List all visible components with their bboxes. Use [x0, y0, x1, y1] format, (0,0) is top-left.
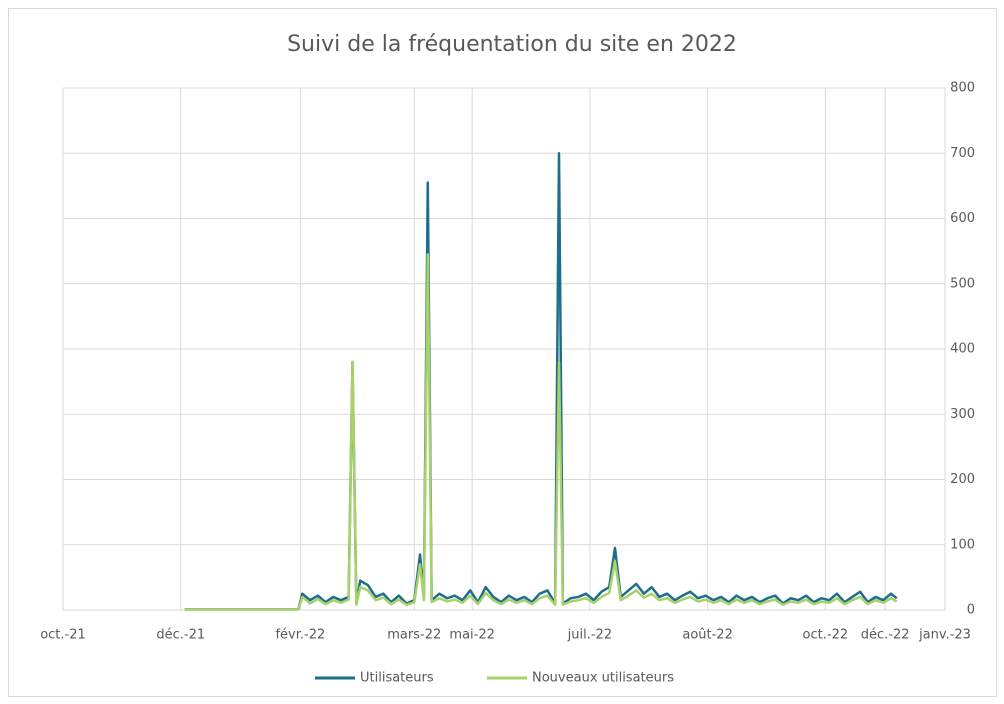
legend-label: Nouveaux utilisateurs [532, 671, 674, 686]
series-line [184, 253, 898, 611]
x-tick-label: janv.-23 [918, 628, 971, 643]
series-line [184, 152, 898, 611]
chart-title: Suivi de la fréquentation du site en 202… [287, 32, 737, 57]
x-tick-label: mai-22 [449, 628, 494, 643]
x-tick-label: mars-22 [387, 628, 441, 643]
y-tick-label: 100 [950, 537, 975, 552]
x-tick-label: févr.-22 [275, 628, 325, 643]
x-tick-label: oct.-21 [40, 628, 86, 643]
x-tick-label: déc.-21 [156, 628, 205, 643]
y-tick-label: 500 [950, 276, 975, 291]
y-tick-label: 0 [967, 603, 975, 618]
y-tick-label: 800 [950, 81, 975, 96]
y-tick-label: 200 [950, 472, 975, 487]
x-tick-label: août-22 [682, 628, 733, 643]
y-tick-label: 700 [950, 146, 975, 161]
legend-label: Utilisateurs [360, 671, 434, 686]
y-tick-label: 300 [950, 407, 975, 422]
x-tick-label: déc.-22 [861, 628, 910, 643]
x-tick-label: juil.-22 [567, 628, 612, 643]
chart-frame [8, 8, 997, 697]
y-tick-label: 400 [950, 342, 975, 357]
x-tick-label: oct.-22 [803, 628, 849, 643]
y-tick-label: 600 [950, 211, 975, 226]
